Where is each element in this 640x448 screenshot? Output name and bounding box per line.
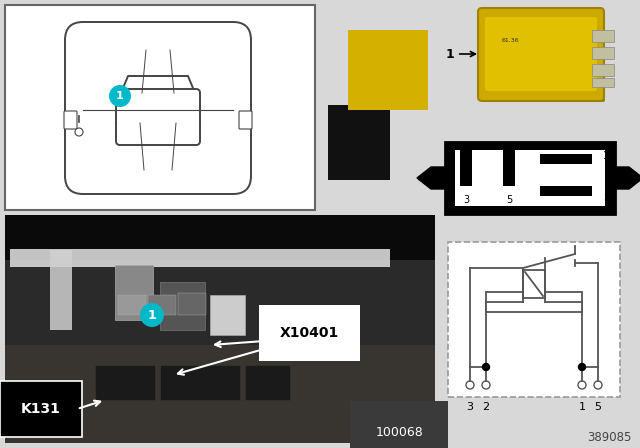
Text: 5: 5 (506, 195, 512, 205)
Circle shape (75, 128, 83, 136)
Bar (540, 154, 592, 164)
Bar (5, 260, 435, 345)
Bar (95, 365, 155, 400)
FancyBboxPatch shape (116, 89, 200, 145)
Bar (455, 150, 605, 206)
Text: 1: 1 (603, 151, 609, 161)
Bar (10, 249, 390, 267)
FancyArrow shape (417, 167, 445, 189)
FancyBboxPatch shape (65, 22, 251, 194)
Bar (592, 47, 614, 59)
Bar (523, 270, 545, 298)
Circle shape (594, 381, 602, 389)
Bar (50, 250, 72, 330)
Bar (178, 293, 206, 315)
Circle shape (466, 381, 474, 389)
Circle shape (109, 85, 131, 107)
Bar (210, 295, 245, 335)
Circle shape (483, 363, 490, 370)
Text: 3: 3 (463, 195, 469, 205)
Bar (5, 345, 435, 443)
Bar (245, 365, 290, 400)
Circle shape (578, 381, 586, 389)
Text: K131: K131 (21, 402, 61, 416)
Bar (148, 295, 176, 315)
Bar (115, 265, 153, 320)
Text: 5: 5 (595, 402, 602, 412)
Circle shape (140, 303, 164, 327)
Bar (503, 148, 515, 186)
Text: 3: 3 (467, 402, 474, 412)
Bar (460, 148, 472, 186)
Text: 1: 1 (148, 309, 156, 322)
Bar (5, 215, 435, 443)
Text: 61.36: 61.36 (502, 38, 520, 43)
FancyBboxPatch shape (478, 8, 604, 101)
Text: X10401: X10401 (280, 326, 339, 340)
Text: 1: 1 (116, 91, 124, 101)
Bar (448, 242, 620, 397)
FancyArrow shape (615, 167, 640, 189)
FancyBboxPatch shape (64, 111, 77, 129)
Bar (540, 186, 592, 196)
Bar (592, 64, 614, 76)
Bar (592, 78, 614, 87)
Text: 2: 2 (603, 199, 609, 209)
Bar (486, 292, 582, 312)
Bar (118, 295, 146, 315)
Bar (160, 282, 205, 330)
Bar (348, 30, 428, 110)
Bar (328, 105, 390, 180)
FancyBboxPatch shape (485, 17, 597, 91)
Text: 2: 2 (483, 402, 490, 412)
Circle shape (579, 363, 586, 370)
Bar (5, 215, 435, 260)
Text: 100068: 100068 (375, 426, 423, 439)
Bar (592, 30, 614, 42)
FancyBboxPatch shape (239, 111, 252, 129)
FancyBboxPatch shape (483, 13, 605, 102)
Circle shape (482, 381, 490, 389)
Text: 1: 1 (579, 402, 586, 412)
Text: 1: 1 (445, 47, 476, 60)
Bar (445, 142, 615, 214)
Text: 389085: 389085 (588, 431, 632, 444)
Bar (160, 365, 240, 400)
Bar (5, 5, 315, 210)
